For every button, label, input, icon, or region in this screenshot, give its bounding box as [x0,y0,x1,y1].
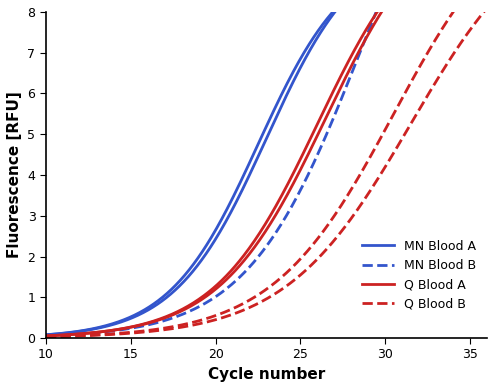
Legend: MN Blood A, MN Blood B, Q Blood A, Q Blood B: MN Blood A, MN Blood B, Q Blood A, Q Blo… [358,235,481,315]
Y-axis label: Fluorescence [RFU]: Fluorescence [RFU] [7,92,22,258]
X-axis label: Cycle number: Cycle number [208,367,325,382]
